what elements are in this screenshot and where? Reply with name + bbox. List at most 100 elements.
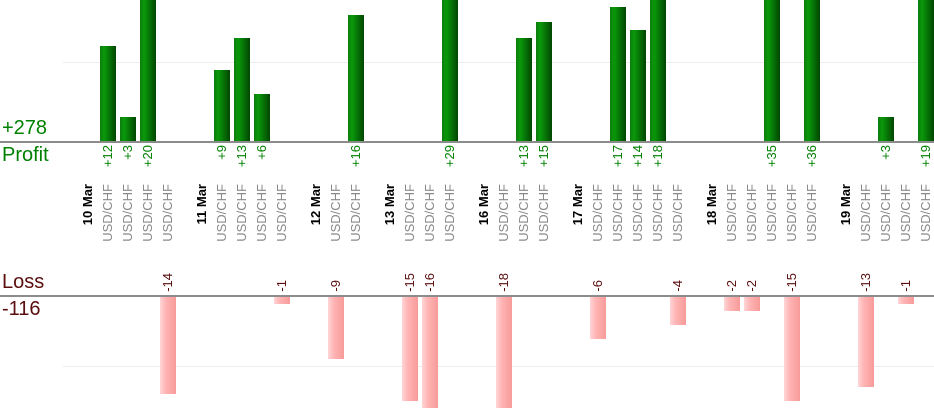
- profit-value-label-cell: +12: [98, 145, 118, 183]
- loss-value-label: -15: [402, 273, 417, 292]
- instrument-label: USD/CHF: [764, 184, 779, 242]
- profit-bar: [536, 22, 552, 141]
- profit-bar: [516, 38, 532, 141]
- loss-bar: [784, 297, 800, 401]
- loss-value-label: -14: [160, 273, 175, 292]
- loss-bar: [724, 297, 740, 311]
- instrument-label-cell: USD/CHF: [118, 184, 138, 256]
- date-label: 18 Mar: [704, 184, 719, 226]
- date-label: 13 Mar: [382, 184, 397, 226]
- profit-value-label: +29: [442, 145, 457, 168]
- profit-value-label-cell: +19: [916, 145, 934, 183]
- profit-value-label: +13: [234, 145, 249, 168]
- instrument-label: USD/CHF: [442, 184, 457, 242]
- date-label: 12 Mar: [308, 184, 323, 226]
- profit-panel: [0, 0, 934, 141]
- profit-axis-line: [0, 141, 934, 143]
- profit-value-label-cell: +20: [138, 145, 158, 183]
- profit-value-label-cell: +15: [534, 145, 554, 183]
- profit-value-label: +18: [650, 145, 665, 168]
- instrument-label: USD/CHF: [858, 184, 873, 242]
- instrument-label: USD/CHF: [328, 184, 343, 242]
- profit-value-label: +17: [610, 145, 625, 168]
- instrument-label: USD/CHF: [918, 184, 933, 242]
- date-label: 10 Mar: [80, 184, 95, 226]
- profit-bar: [100, 46, 116, 141]
- instrument-label-cell: USD/CHF: [534, 184, 554, 256]
- instrument-label: USD/CHF: [140, 184, 155, 242]
- instrument-label: USD/CHF: [254, 184, 269, 242]
- date-label: 11 Mar: [194, 184, 209, 225]
- loss-total: -116: [2, 298, 41, 320]
- profit-bar: [442, 0, 458, 141]
- loss-bar: [402, 297, 418, 401]
- instrument-label: USD/CHF: [120, 184, 135, 242]
- profit-total: +278: [2, 117, 48, 139]
- instrument-label: USD/CHF: [784, 184, 799, 242]
- profit-value-label: +3: [878, 145, 893, 160]
- profit-value-labels-row: +12 +3 +20 +9 +13 +6 +16 +29 +13 +15 +17 +14 +18 +35 +…: [0, 145, 934, 183]
- profit-bar: [878, 117, 894, 141]
- date-label-cell: 10 Mar: [78, 184, 98, 256]
- instrument-label: USD/CHF: [610, 184, 625, 242]
- instrument-label: USD/CHF: [670, 184, 685, 242]
- loss-value-label: -1: [898, 280, 913, 292]
- loss-bar: [590, 297, 606, 339]
- profit-bar: [234, 38, 250, 141]
- instrument-label: USD/CHF: [496, 184, 511, 242]
- instrument-label-cell: USD/CHF: [782, 184, 802, 256]
- profit-value-label-cell: +29: [440, 145, 460, 183]
- loss-value-label: -2: [724, 280, 739, 292]
- date-label-cell: 16 Mar: [474, 184, 494, 256]
- profit-bar: [610, 7, 626, 141]
- profit-value-label: +19: [918, 145, 933, 168]
- profit-value-label-cell: +9: [212, 145, 232, 183]
- profit-value-label-cell: +35: [762, 145, 782, 183]
- loss-value-label-cell: -1: [272, 256, 292, 292]
- profit-value-label-cell: +17: [608, 145, 628, 183]
- profit-value-label: +9: [214, 145, 229, 160]
- instrument-label: USD/CHF: [630, 184, 645, 242]
- instrument-label: USD/CHF: [536, 184, 551, 242]
- instrument-label-cell: USD/CHF: [762, 184, 782, 256]
- profit-bar: [348, 15, 364, 141]
- date-label-cell: 18 Mar: [702, 184, 722, 256]
- instrument-label: USD/CHF: [402, 184, 417, 242]
- profit-value-label: +13: [516, 145, 531, 168]
- profit-value-label: +36: [804, 145, 819, 168]
- loss-bar: [422, 297, 438, 408]
- profit-value-label: +12: [100, 145, 115, 168]
- loss-value-label: -1: [274, 280, 289, 292]
- profit-value-label-cell: +6: [252, 145, 272, 183]
- profit-value-label-cell: +16: [346, 145, 366, 183]
- loss-value-label: -6: [590, 280, 605, 292]
- profit-bar: [254, 94, 270, 141]
- instrument-label: USD/CHF: [744, 184, 759, 242]
- instrument-label-cell: USD/CHF: [876, 184, 896, 256]
- loss-value-label: -18: [496, 273, 511, 292]
- loss-bar: [744, 297, 760, 311]
- date-label: 17 Mar: [570, 184, 585, 226]
- loss-value-label-cell: -13: [856, 256, 876, 292]
- profit-value-label-cell: +36: [802, 145, 822, 183]
- profit-value-label: +20: [140, 145, 155, 168]
- loss-value-label-cell: -6: [588, 256, 608, 292]
- loss-bar: [160, 297, 176, 394]
- profit-value-label: +14: [630, 145, 645, 168]
- instrument-label-cell: USD/CHF: [588, 184, 608, 256]
- instrument-label-cell: USD/CHF: [420, 184, 440, 256]
- profit-value-label-cell: +18: [648, 145, 668, 183]
- instrument-label-cell: USD/CHF: [272, 184, 292, 256]
- profit-value-label-cell: +13: [232, 145, 252, 183]
- loss-axis-title: Loss: [2, 271, 45, 293]
- instrument-label: USD/CHF: [422, 184, 437, 242]
- instrument-label: USD/CHF: [804, 184, 819, 242]
- profit-bar: [214, 70, 230, 141]
- loss-value-label-cell: -4: [668, 256, 688, 292]
- profit-value-label: +16: [348, 145, 363, 168]
- instrument-label-cell: USD/CHF: [212, 184, 232, 256]
- profit-bar: [804, 0, 820, 141]
- instrument-label: USD/CHF: [348, 184, 363, 242]
- instrument-label: USD/CHF: [878, 184, 893, 242]
